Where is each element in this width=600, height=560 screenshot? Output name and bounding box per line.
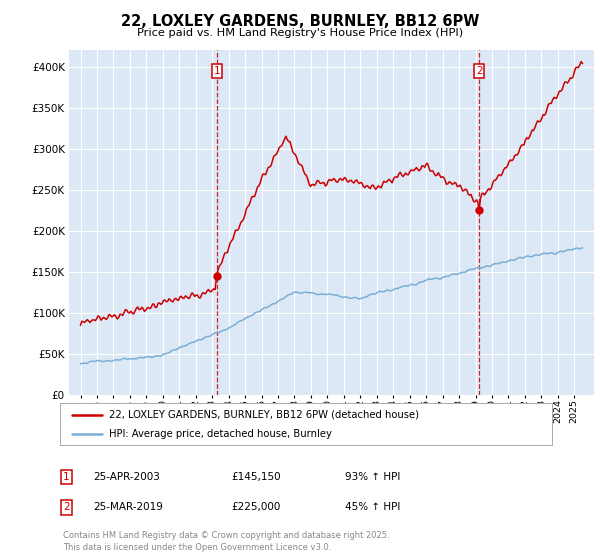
Text: 2: 2 xyxy=(476,66,482,76)
Text: £225,000: £225,000 xyxy=(231,502,280,512)
Text: £145,150: £145,150 xyxy=(231,472,281,482)
Text: 45% ↑ HPI: 45% ↑ HPI xyxy=(345,502,400,512)
Text: 22, LOXLEY GARDENS, BURNLEY, BB12 6PW (detached house): 22, LOXLEY GARDENS, BURNLEY, BB12 6PW (d… xyxy=(109,409,419,419)
Text: 2: 2 xyxy=(63,502,70,512)
Text: 93% ↑ HPI: 93% ↑ HPI xyxy=(345,472,400,482)
Text: 25-MAR-2019: 25-MAR-2019 xyxy=(93,502,163,512)
Text: 25-APR-2003: 25-APR-2003 xyxy=(93,472,160,482)
Text: 1: 1 xyxy=(214,66,220,76)
Text: Price paid vs. HM Land Registry's House Price Index (HPI): Price paid vs. HM Land Registry's House … xyxy=(137,28,463,38)
Text: HPI: Average price, detached house, Burnley: HPI: Average price, detached house, Burn… xyxy=(109,429,332,439)
Text: 22, LOXLEY GARDENS, BURNLEY, BB12 6PW: 22, LOXLEY GARDENS, BURNLEY, BB12 6PW xyxy=(121,14,479,29)
Text: Contains HM Land Registry data © Crown copyright and database right 2025.
This d: Contains HM Land Registry data © Crown c… xyxy=(63,531,389,552)
Text: 1: 1 xyxy=(63,472,70,482)
